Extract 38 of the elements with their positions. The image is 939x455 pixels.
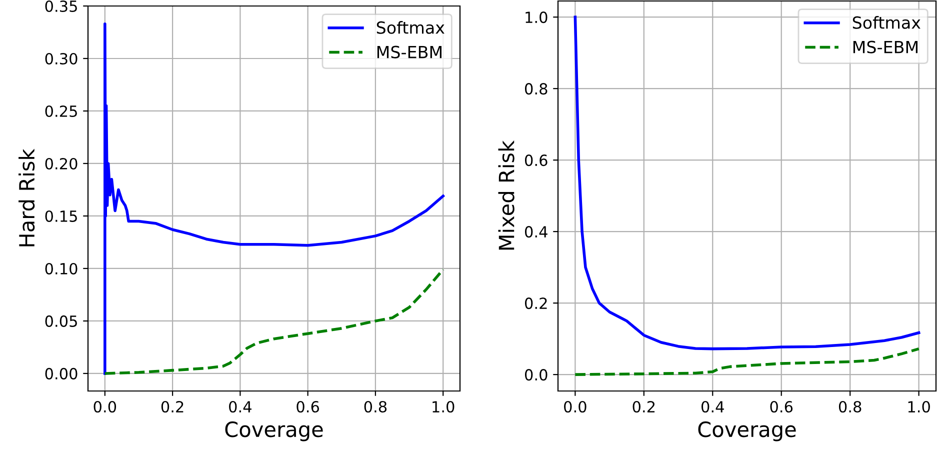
x-tick-label: 1.0 (908, 400, 930, 413)
y-tick-label: 0.25 (45, 105, 77, 118)
y-axis-title: Hard Risk (18, 148, 35, 246)
y-tick-label: 0.00 (45, 368, 78, 380)
y-tick-label: 0.35 (45, 0, 77, 12)
y-tick-label: 0.20 (45, 158, 78, 170)
legend-label: Softmax (852, 16, 920, 29)
y-tick-label: 0.15 (45, 210, 77, 222)
x-axis-title: Coverage (225, 421, 323, 442)
y-tick-label: 0.8 (524, 83, 548, 95)
y-tick-label: 0.0 (524, 369, 548, 381)
x-tick-label: 0.2 (161, 400, 184, 413)
y-tick-label: 0.30 (45, 52, 78, 65)
y-tick-label: 0.05 (45, 315, 77, 327)
y-tick-label: 1.0 (526, 12, 548, 24)
x-tick-label: 0.2 (632, 400, 655, 413)
x-tick-label: 0.0 (94, 400, 116, 413)
x-tick-label: 0.6 (770, 400, 793, 413)
y-axis-title: Mixed Risk (498, 140, 514, 250)
x-tick-label: 0.8 (364, 400, 387, 413)
line-series (574, 347, 920, 376)
y-tick-label: 0.6 (524, 154, 548, 166)
x-axis-title: Coverage (698, 421, 796, 442)
x-tick-label: 0.4 (229, 400, 252, 413)
line-series (104, 22, 444, 375)
x-tick-label: 0.8 (838, 400, 862, 413)
x-tick-label: 0.6 (296, 400, 320, 413)
legend-label: MS-EBM (377, 46, 442, 58)
line-series (104, 268, 444, 375)
x-tick-label: 0.4 (701, 400, 724, 413)
legend-label: MS-EBM (853, 40, 918, 54)
x-tick-label: 1.0 (432, 400, 454, 413)
y-tick-label: 0.2 (524, 298, 547, 310)
y-tick-label: 0.10 (45, 262, 78, 274)
line-series (574, 16, 920, 350)
y-tick-label: 0.4 (524, 226, 548, 238)
legend-label: Softmax (376, 21, 444, 34)
x-tick-label: 0.0 (564, 400, 586, 413)
